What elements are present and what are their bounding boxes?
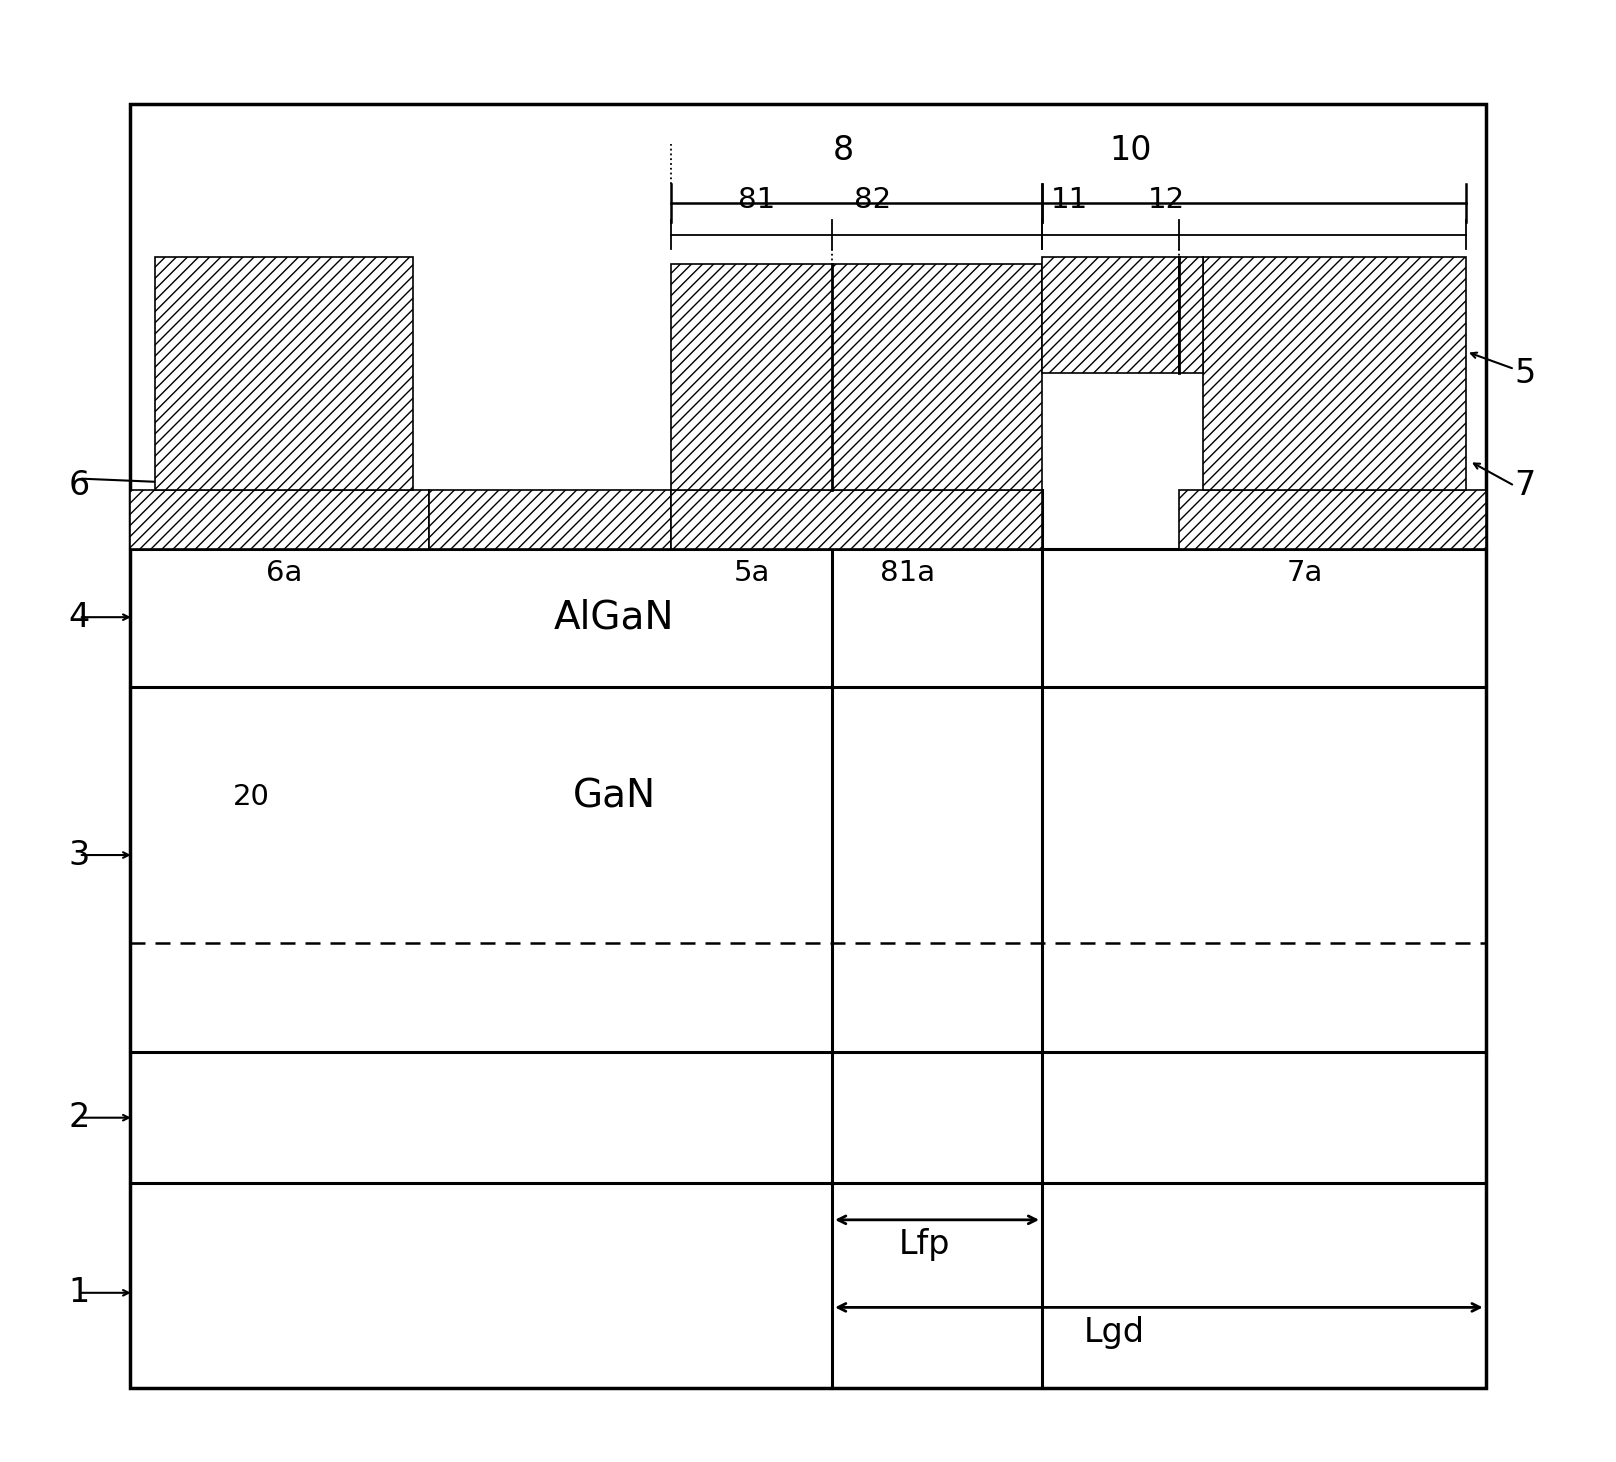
- Text: 5: 5: [1514, 357, 1535, 390]
- Bar: [1180, 257, 1204, 373]
- Bar: [1180, 490, 1485, 548]
- Text: 6a: 6a: [265, 560, 302, 588]
- Bar: [131, 104, 1485, 1387]
- Bar: [428, 490, 671, 548]
- Text: 4: 4: [68, 601, 89, 633]
- Text: 81a: 81a: [881, 560, 936, 588]
- Bar: [671, 265, 1042, 490]
- Text: 5a: 5a: [734, 560, 769, 588]
- Text: 7a: 7a: [1286, 560, 1324, 588]
- Text: GaN: GaN: [572, 778, 656, 816]
- Text: AlGaN: AlGaN: [554, 598, 674, 636]
- Text: 10: 10: [1110, 133, 1152, 167]
- Text: 7: 7: [1514, 469, 1535, 503]
- Text: 81: 81: [739, 186, 776, 213]
- Text: 20: 20: [233, 782, 270, 810]
- Bar: [1042, 257, 1180, 373]
- Text: 8: 8: [832, 133, 853, 167]
- Text: 82: 82: [853, 186, 890, 213]
- Text: Lgd: Lgd: [1084, 1316, 1146, 1349]
- Bar: [155, 257, 412, 490]
- Text: Lfp: Lfp: [898, 1228, 950, 1262]
- Text: 2: 2: [68, 1101, 89, 1135]
- Text: 12: 12: [1147, 186, 1185, 213]
- Bar: [1204, 257, 1466, 490]
- Bar: [131, 490, 428, 548]
- Text: 1: 1: [68, 1276, 89, 1310]
- Text: 6: 6: [68, 469, 89, 503]
- Text: 11: 11: [1050, 186, 1088, 213]
- Bar: [671, 490, 1042, 548]
- Text: 3: 3: [68, 839, 89, 871]
